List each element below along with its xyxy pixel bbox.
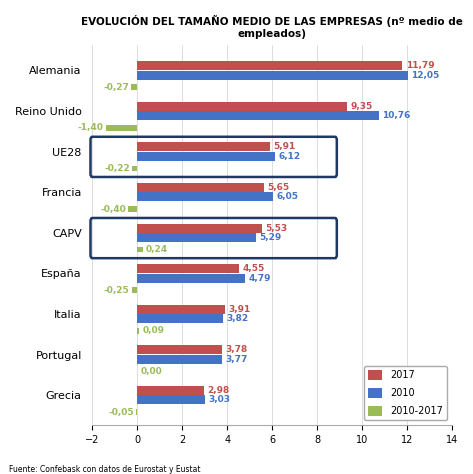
Bar xyxy=(137,328,139,334)
Text: Fuente: Confebask con datos de Eurostat y Eustat: Fuente: Confebask con datos de Eurostat … xyxy=(9,465,201,474)
Text: -0,27: -0,27 xyxy=(103,83,129,92)
Bar xyxy=(137,111,379,120)
Bar xyxy=(132,165,137,171)
Bar xyxy=(137,143,270,151)
Bar xyxy=(137,152,275,161)
Bar xyxy=(137,273,245,283)
Text: 5,29: 5,29 xyxy=(260,233,282,242)
Text: -1,40: -1,40 xyxy=(78,123,104,132)
Text: 5,65: 5,65 xyxy=(268,183,290,192)
Bar xyxy=(137,305,225,314)
Text: 0,00: 0,00 xyxy=(140,367,162,376)
Text: 2,98: 2,98 xyxy=(208,386,230,395)
Bar xyxy=(137,71,408,80)
Text: 12,05: 12,05 xyxy=(412,71,440,80)
Text: 6,05: 6,05 xyxy=(277,192,298,201)
Bar xyxy=(128,206,137,212)
Bar xyxy=(137,192,273,201)
Text: -0,25: -0,25 xyxy=(104,286,130,295)
Bar xyxy=(137,247,143,253)
Text: 11,79: 11,79 xyxy=(405,61,434,70)
Text: 3,03: 3,03 xyxy=(209,395,231,404)
Text: 0,09: 0,09 xyxy=(143,327,165,336)
Legend: 2017, 2010, 2010-2017: 2017, 2010, 2010-2017 xyxy=(364,366,447,420)
Bar xyxy=(136,409,137,415)
Bar xyxy=(137,346,222,355)
Text: 0,24: 0,24 xyxy=(146,245,168,254)
Title: EVOLUCIÓN DEL TAMAÑO MEDIO DE LAS EMPRESAS (nº medio de
empleados): EVOLUCIÓN DEL TAMAÑO MEDIO DE LAS EMPRES… xyxy=(81,15,463,39)
Bar xyxy=(137,264,239,273)
Text: -0,05: -0,05 xyxy=(108,408,134,417)
Text: -0,22: -0,22 xyxy=(105,164,130,173)
Text: 3,82: 3,82 xyxy=(227,314,249,323)
Text: 5,91: 5,91 xyxy=(273,142,296,151)
Bar xyxy=(131,84,137,90)
Bar xyxy=(106,125,137,131)
Bar xyxy=(137,314,223,323)
Bar xyxy=(137,61,402,70)
Bar xyxy=(131,287,137,293)
Text: 3,78: 3,78 xyxy=(226,346,248,355)
Bar xyxy=(137,102,347,111)
Text: 4,79: 4,79 xyxy=(248,273,271,283)
Bar xyxy=(137,233,256,242)
Text: 4,55: 4,55 xyxy=(243,264,265,273)
Bar xyxy=(137,395,205,404)
Text: 9,35: 9,35 xyxy=(351,102,373,111)
Text: 3,91: 3,91 xyxy=(228,305,251,314)
Bar xyxy=(137,355,222,364)
Bar xyxy=(137,224,262,233)
Text: 6,12: 6,12 xyxy=(278,152,300,161)
Text: 3,77: 3,77 xyxy=(225,355,248,364)
Bar xyxy=(137,386,204,395)
Text: 5,53: 5,53 xyxy=(265,224,287,233)
Text: -0,40: -0,40 xyxy=(100,205,126,214)
Bar xyxy=(137,183,264,192)
Text: 10,76: 10,76 xyxy=(383,111,411,120)
